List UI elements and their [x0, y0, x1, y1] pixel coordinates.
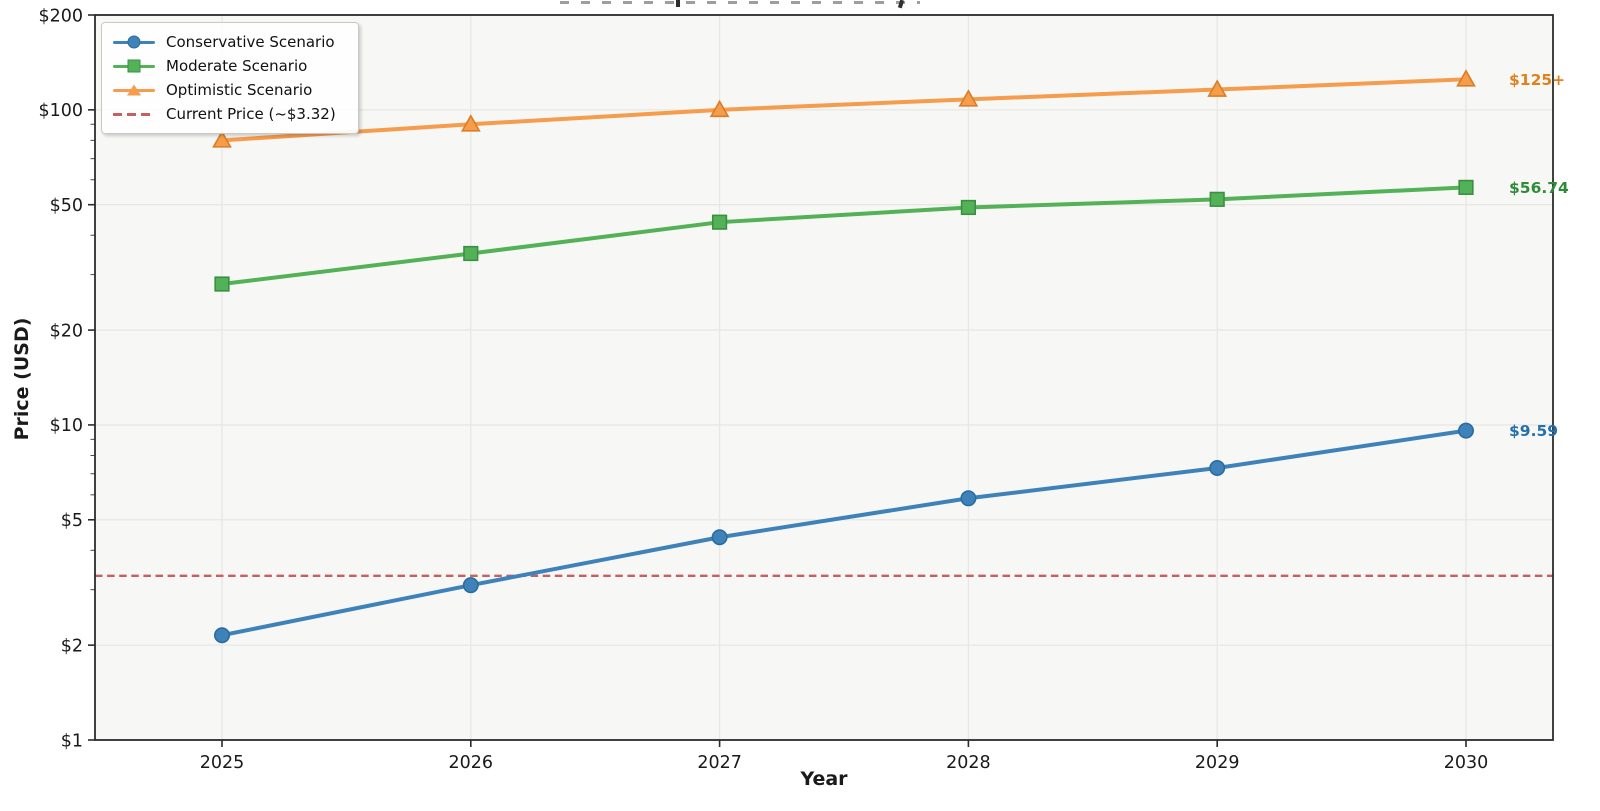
- legend-item-optimistic: Optimistic Scenario: [111, 78, 346, 102]
- series-line-circle: [220, 428, 1468, 638]
- data-point-square: [1209, 191, 1225, 207]
- optimistic-line-marker-icon: [111, 82, 157, 98]
- legend: Conservative Scenario Moderate Scenario …: [101, 22, 359, 134]
- y-tick-label: $5: [61, 511, 83, 531]
- data-point-triangle: [958, 89, 979, 107]
- data-point-triangle: [460, 114, 481, 132]
- end-value-label: $9.59: [1509, 422, 1558, 440]
- legend-item-moderate: Moderate Scenario: [111, 54, 346, 78]
- y-tick-label: $50: [50, 196, 83, 216]
- x-tick-label: 2025: [200, 753, 245, 773]
- x-tick-label: 2029: [1195, 753, 1240, 773]
- y-tick-label: $1: [61, 731, 83, 751]
- moderate-line-marker-icon: [111, 58, 157, 74]
- y-tick-label: $20: [50, 321, 83, 341]
- data-point-square: [463, 245, 479, 262]
- legend-label: Conservative Scenario: [166, 33, 335, 51]
- data-point-circle: [960, 490, 977, 507]
- data-point-circle: [214, 627, 231, 644]
- legend-label: Moderate Scenario: [166, 57, 308, 75]
- end-value-label: $56.74: [1509, 179, 1569, 197]
- series-line-square: [220, 185, 1468, 287]
- data-point-circle: [1458, 422, 1475, 439]
- dashed-line-icon: [111, 106, 157, 122]
- triangle-marker-icon: [127, 84, 141, 96]
- data-point-square: [711, 214, 728, 230]
- data-point-square: [214, 276, 230, 292]
- square-marker-icon: [127, 59, 141, 73]
- plot-frame: [94, 14, 1554, 741]
- data-point-triangle: [1456, 69, 1476, 87]
- y-tick-label: $2: [61, 636, 83, 656]
- data-point-circle: [1209, 459, 1226, 476]
- y-tick-label: $100: [38, 101, 83, 121]
- x-tick-label: 2028: [946, 753, 991, 773]
- conservative-line-marker-icon: [111, 34, 157, 50]
- legend-label: Optimistic Scenario: [166, 81, 313, 99]
- x-tick-label: 2026: [449, 753, 494, 773]
- data-point-square: [1458, 179, 1474, 195]
- legend-item-current-price: Current Price (~$3.32): [111, 102, 346, 126]
- x-tick-label: 2030: [1444, 753, 1489, 773]
- x-tick-label: 2027: [697, 753, 742, 773]
- end-value-label: $125+: [1509, 71, 1565, 89]
- data-point-circle: [462, 577, 479, 594]
- data-point-triangle: [212, 130, 232, 148]
- data-point-triangle: [1207, 79, 1228, 97]
- data-point-square: [960, 199, 976, 216]
- y-tick-label: $200: [38, 6, 83, 26]
- x-axis-label: Year: [800, 768, 848, 790]
- y-axis-label: Price (USD): [11, 317, 33, 441]
- data-point-triangle: [709, 99, 730, 118]
- y-tick-label: $10: [50, 416, 83, 436]
- legend-label: Current Price (~$3.32): [166, 105, 336, 123]
- plot-background: [95, 15, 1553, 740]
- legend-item-conservative: Conservative Scenario: [111, 30, 346, 54]
- series-line-triangle: [220, 77, 1468, 143]
- dashed-line-swatch: [113, 113, 155, 116]
- data-point-circle: [711, 529, 728, 546]
- circle-marker-icon: [127, 35, 141, 49]
